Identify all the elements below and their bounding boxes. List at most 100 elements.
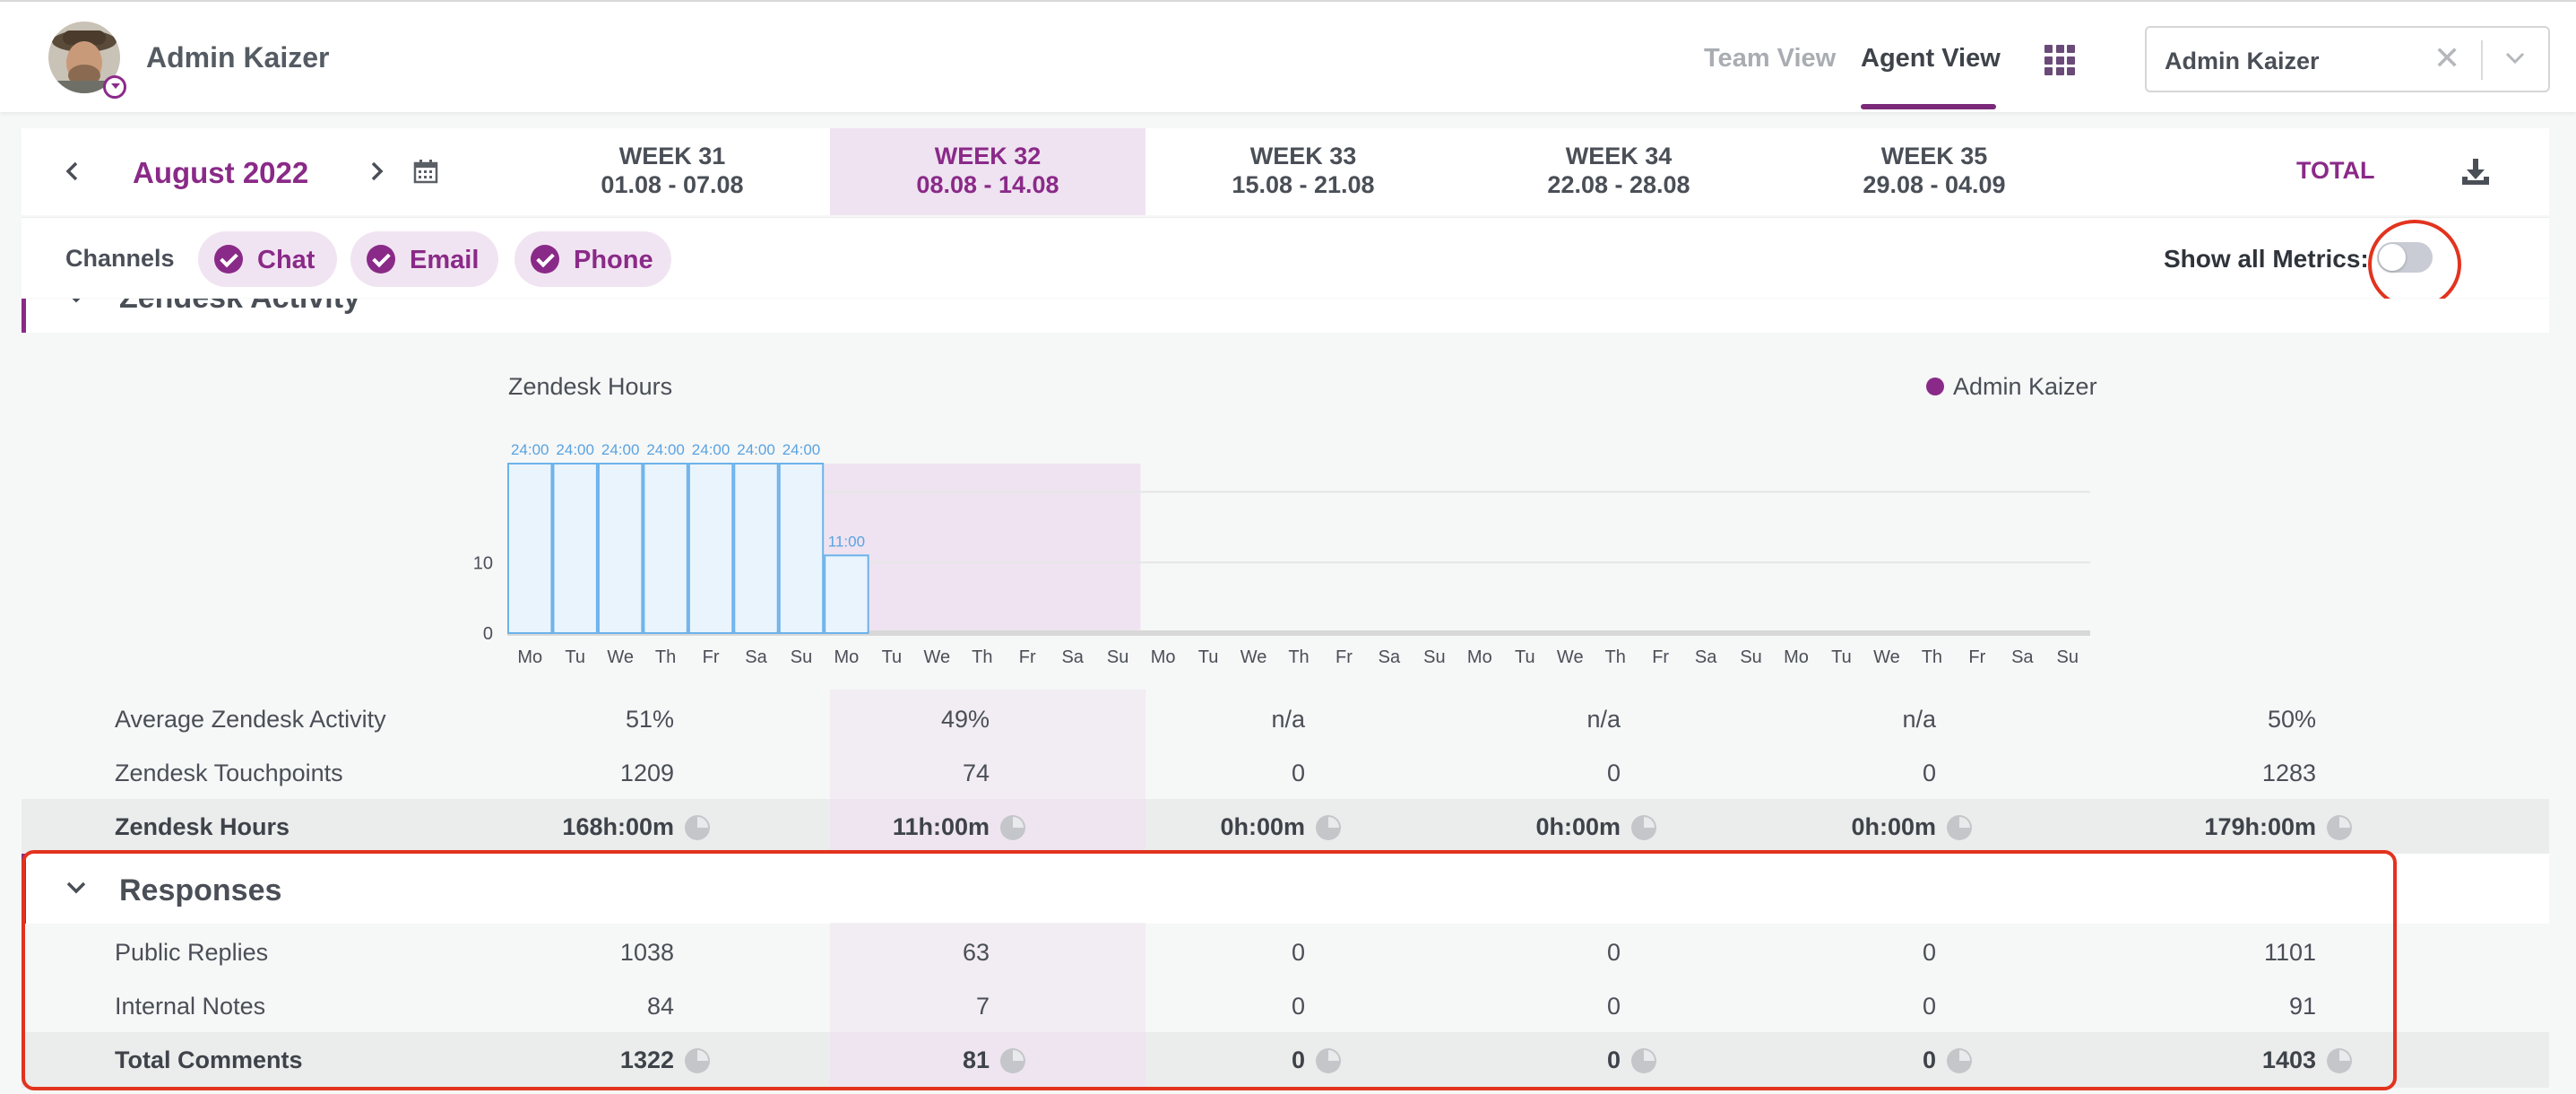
metric-cell: 168h:00m: [562, 813, 674, 840]
legend-label: Admin Kaizer: [1953, 373, 2097, 400]
week-column-33[interactable]: WEEK 33 15.08 - 21.08: [1145, 128, 1461, 215]
pie-chart-icon[interactable]: [685, 1048, 710, 1073]
x-tick-label: Th: [1288, 647, 1309, 667]
channels-bar: Channels Chat Email Phone Show all Metri…: [22, 217, 2549, 298]
metric-cell: 0h:00m: [1220, 813, 1305, 840]
week-column-35[interactable]: WEEK 35 29.08 - 04.09: [1776, 128, 2092, 215]
pie-chart-icon[interactable]: [1947, 1048, 1972, 1073]
pie-chart-icon[interactable]: [2327, 1048, 2352, 1073]
x-tick-label: Th: [655, 647, 676, 667]
week-column-34[interactable]: WEEK 34 22.08 - 28.08: [1461, 128, 1776, 215]
week-column-31[interactable]: WEEK 31 01.08 - 07.08: [514, 128, 830, 215]
pie-chart-icon[interactable]: [1631, 1048, 1656, 1073]
x-tick-label: Su: [1107, 647, 1128, 667]
bar-data-label: 24:00: [646, 441, 685, 458]
download-icon[interactable]: [2459, 155, 2492, 187]
x-tick-label: Tu: [882, 647, 903, 667]
x-tick-label: We: [1240, 647, 1267, 667]
channel-chip-email[interactable]: Email: [350, 231, 498, 287]
tab-team-view[interactable]: Team View: [1704, 44, 1837, 73]
x-tick-label: Su: [791, 647, 812, 667]
metric-cell: 0: [1922, 939, 1936, 966]
metric-label: Zendesk Touchpoints: [115, 760, 343, 786]
x-tick-label: Mo: [1467, 647, 1492, 667]
pie-chart-icon[interactable]: [1316, 815, 1341, 840]
x-tick-label: Su: [2057, 647, 2079, 667]
chart-bar[interactable]: [824, 554, 869, 634]
week-column-32[interactable]: WEEK 32 08.08 - 14.08: [830, 128, 1145, 215]
metric-cell: 63: [962, 939, 990, 966]
chevron-down-icon[interactable]: [2502, 44, 2528, 71]
metric-cell: n/a: [1902, 706, 1936, 733]
bar-data-label: 24:00: [737, 441, 775, 458]
channel-chip-label: Phone: [574, 246, 653, 274]
metric-label: Internal Notes: [115, 993, 266, 1020]
chart-bar[interactable]: [552, 463, 598, 634]
x-tick-label: Sa: [2011, 647, 2034, 667]
calendar-icon[interactable]: [412, 158, 439, 185]
avatar-dropdown-icon[interactable]: [103, 75, 126, 99]
chevron-down-icon[interactable]: [63, 299, 90, 309]
x-tick-label: Su: [1740, 647, 1761, 667]
week-title: WEEK 33: [1249, 143, 1357, 169]
channel-chip-phone[interactable]: Phone: [514, 231, 671, 287]
metric-cell: 74: [962, 760, 990, 786]
total-column-label: TOTAL: [2296, 157, 2375, 184]
user-select[interactable]: Admin Kaizer ✕: [2145, 26, 2550, 92]
pie-chart-icon[interactable]: [1000, 815, 1025, 840]
active-week-highlight: [830, 1032, 1145, 1088]
week-range: 08.08 - 14.08: [916, 171, 1059, 198]
chart-bar[interactable]: [733, 463, 779, 634]
chart-bar[interactable]: [643, 463, 688, 634]
top-header: Admin Kaizer Team View Agent View Admin …: [0, 0, 2576, 112]
section-header-zendesk-activity[interactable]: Zendesk Activity: [22, 299, 2549, 333]
x-tick-label: Th: [1922, 647, 1942, 667]
metric-cell: n/a: [1586, 706, 1621, 733]
chart-bar[interactable]: [687, 463, 734, 634]
metric-cell: 0: [1291, 939, 1305, 966]
metric-cell: 84: [646, 993, 674, 1020]
bar-data-label: 24:00: [556, 441, 594, 458]
metric-cell: 0: [1606, 939, 1621, 966]
metric-total-cell: 50%: [2267, 706, 2316, 733]
tab-agent-view[interactable]: Agent View: [1861, 44, 2001, 73]
pie-chart-icon[interactable]: [1316, 1048, 1341, 1073]
chart-bar[interactable]: [507, 463, 553, 634]
checkmark-icon: [367, 245, 395, 274]
section-header-responses[interactable]: Responses: [22, 854, 2549, 924]
x-tick-label: Sa: [745, 647, 767, 667]
chevron-down-icon[interactable]: [63, 875, 90, 902]
chart-bar[interactable]: [778, 463, 825, 634]
chevron-left-icon[interactable]: [61, 157, 84, 186]
x-tick-label: Su: [1423, 647, 1445, 667]
x-tick-label: Tu: [1515, 647, 1535, 667]
checkmark-icon: [214, 245, 243, 274]
x-tick-label: Fr: [1336, 647, 1353, 667]
x-tick-label: Mo: [1784, 647, 1809, 667]
metric-cell: 0: [1606, 760, 1621, 786]
pie-chart-icon[interactable]: [685, 815, 710, 840]
clear-icon[interactable]: ✕: [2433, 39, 2461, 76]
metric-total-cell: 91: [2288, 993, 2316, 1020]
select-divider: [2481, 40, 2483, 80]
channel-chip-chat[interactable]: Chat: [198, 231, 337, 287]
legend-swatch: [1926, 378, 1944, 395]
x-tick-label: Tu: [1831, 647, 1852, 667]
x-tick-label: Mo: [1151, 647, 1176, 667]
bar-data-label: 24:00: [601, 441, 640, 458]
y-tick-label: 10: [473, 553, 493, 573]
chevron-right-icon[interactable]: [365, 157, 388, 186]
metric-cell: 1322: [619, 1046, 674, 1073]
pie-chart-icon[interactable]: [1947, 815, 1972, 840]
summary-row-background: [22, 799, 2549, 855]
week-range: 01.08 - 07.08: [601, 171, 744, 198]
apps-grid-icon[interactable]: [2044, 45, 2075, 75]
pie-chart-icon[interactable]: [1000, 1048, 1025, 1073]
section-accent-bar: [22, 299, 26, 333]
week-navigation: August 2022 WEEK 31 01.08 - 07.08 WEEK 3…: [22, 128, 2549, 215]
metric-cell: 0: [1606, 1046, 1621, 1073]
pie-chart-icon[interactable]: [1631, 815, 1656, 840]
pie-chart-icon[interactable]: [2327, 815, 2352, 840]
metric-cell: 7: [975, 993, 990, 1020]
chart-bar[interactable]: [597, 463, 644, 634]
